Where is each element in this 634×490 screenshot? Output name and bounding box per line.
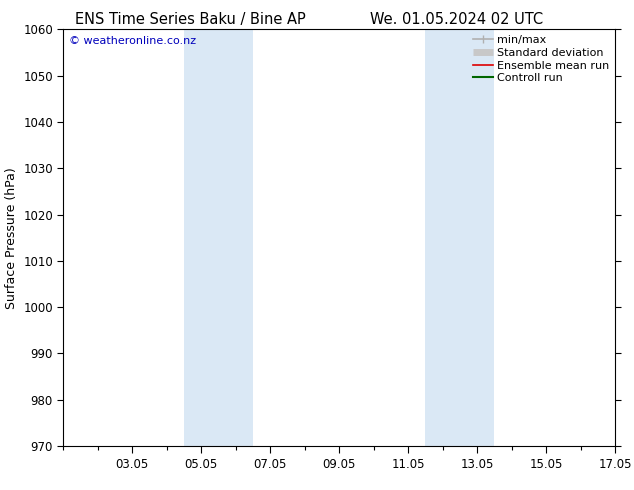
Y-axis label: Surface Pressure (hPa): Surface Pressure (hPa) xyxy=(4,167,18,309)
Text: ENS Time Series Baku / Bine AP: ENS Time Series Baku / Bine AP xyxy=(75,12,306,27)
Legend: min/max, Standard deviation, Ensemble mean run, Controll run: min/max, Standard deviation, Ensemble me… xyxy=(473,35,609,83)
Text: © weatheronline.co.nz: © weatheronline.co.nz xyxy=(69,36,196,46)
Bar xyxy=(184,29,253,446)
Bar xyxy=(425,29,495,446)
Text: We. 01.05.2024 02 UTC: We. 01.05.2024 02 UTC xyxy=(370,12,543,27)
